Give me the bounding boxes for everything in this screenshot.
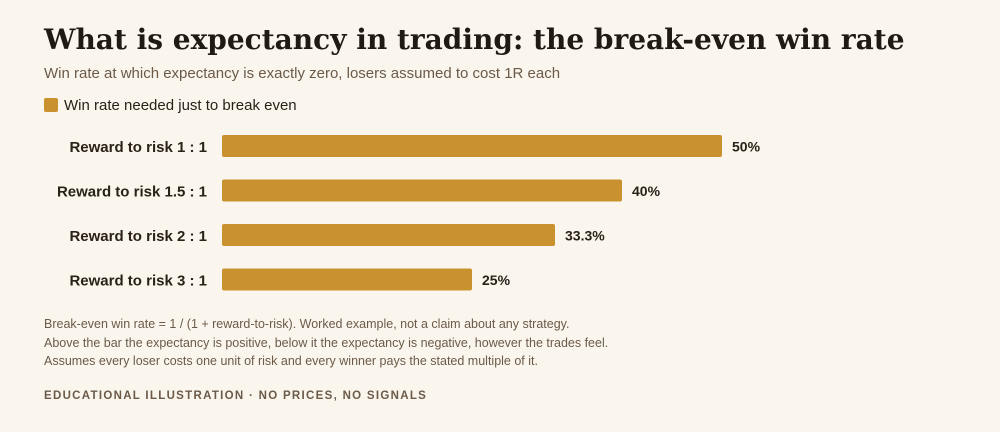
- bar-row: Reward to risk 3 : 1 25%: [69, 268, 511, 291]
- category-label: Reward to risk 1 : 1: [69, 139, 207, 156]
- bar-row: Reward to risk 1.5 : 1 40%: [57, 179, 661, 202]
- note-line: Assumes every loser costs one unit of ri…: [44, 354, 538, 368]
- bar-row: Reward to risk 1 : 1 50%: [69, 135, 761, 157]
- bar: [222, 135, 722, 157]
- note-line: Above the bar the expectancy is positive…: [44, 335, 609, 350]
- bar: [222, 179, 622, 202]
- bar: [222, 268, 472, 291]
- category-label: Reward to risk 3 : 1: [69, 273, 207, 290]
- value-label: 50%: [732, 139, 761, 155]
- note-line: Break-even win rate = 1 / (1 + reward-to…: [44, 317, 570, 331]
- chart-title: What is expectancy in trading: the break…: [44, 23, 905, 56]
- bar-chart: Reward to risk 1 : 1 50% Reward to risk 1.…: [57, 135, 761, 291]
- category-label: Reward to risk 2 : 1: [69, 228, 207, 245]
- footer-caption: EDUCATIONAL ILLUSTRATION · NO PRICES, NO…: [44, 390, 428, 402]
- chart-subtitle: Win rate at which expectancy is exactly …: [44, 65, 561, 82]
- legend-label: Win rate needed just to break even: [64, 96, 297, 114]
- bar: [222, 224, 555, 246]
- bar-row: Reward to risk 2 : 1 33.3%: [69, 224, 605, 246]
- notes: Break-even win rate = 1 / (1 + reward-to…: [44, 315, 608, 371]
- value-label: 33.3%: [565, 228, 605, 244]
- value-label: 25%: [482, 272, 511, 288]
- legend-swatch: [44, 98, 58, 112]
- category-label: Reward to risk 1.5 : 1: [57, 184, 207, 201]
- value-label: 40%: [632, 183, 661, 199]
- legend: Win rate needed just to break even: [44, 95, 297, 115]
